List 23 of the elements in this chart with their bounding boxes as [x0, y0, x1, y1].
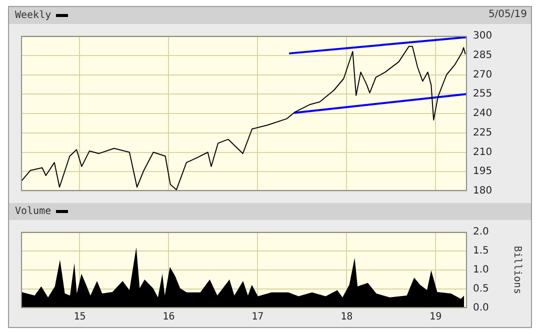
y-tick-label: 1.0 [473, 264, 489, 276]
legend-label: Weekly [15, 10, 52, 21]
x-tick-label: 16 [162, 312, 175, 323]
y-tick-label: 0.5 [473, 284, 489, 295]
legend-label: Volume [15, 206, 52, 217]
y-tick-label: 2.0 [473, 226, 489, 238]
y-tick-label: 225 [473, 127, 492, 138]
x-tick-label: 17 [252, 312, 264, 323]
x-tick-label: 18 [340, 312, 353, 323]
x-tick-label: 19 [430, 312, 442, 323]
y-tick-label: 195 [473, 166, 492, 178]
y-tick-label: 270 [473, 69, 492, 80]
y-tick-label: 180 [473, 186, 492, 197]
y-tick-label: 1.5 [473, 246, 489, 257]
y-tick-label: 300 [473, 30, 492, 42]
y-tick-label: 0.0 [473, 302, 489, 314]
y-tick-label: 285 [473, 50, 492, 61]
y-tick-label: 210 [473, 146, 492, 158]
x-tick-label: 15 [74, 312, 86, 323]
y-tick-label: 255 [473, 88, 492, 100]
y-tick-label: 240 [473, 108, 492, 120]
text: 5/05/19 [488, 9, 527, 20]
y-axis-title: Billions [511, 246, 522, 294]
